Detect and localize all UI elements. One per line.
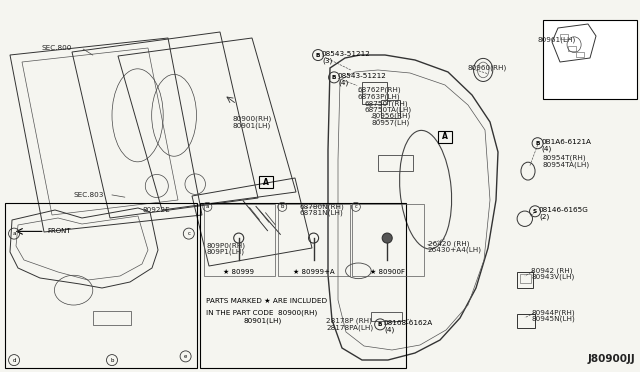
Text: A: A: [262, 178, 269, 187]
Text: 80901(LH): 80901(LH): [243, 317, 282, 324]
Text: 80961(LH): 80961(LH): [538, 37, 576, 44]
Text: 08543-51212: 08543-51212: [338, 73, 387, 79]
Text: 80954TA(LH): 80954TA(LH): [543, 161, 590, 168]
Text: A: A: [442, 132, 448, 141]
Bar: [200, 203, 406, 368]
Bar: [259, 176, 273, 188]
Text: B: B: [378, 322, 382, 327]
Bar: [520, 274, 531, 283]
Text: B: B: [332, 75, 336, 80]
Bar: [362, 82, 387, 104]
Text: 809P1(LH): 809P1(LH): [206, 249, 244, 256]
Text: 08543-51212: 08543-51212: [322, 51, 371, 57]
Text: B: B: [316, 52, 320, 58]
Text: 68750T(RH): 68750T(RH): [365, 100, 408, 107]
Text: c: c: [355, 204, 357, 209]
Text: 28178PA(LH): 28178PA(LH): [326, 324, 374, 331]
Text: (4): (4): [541, 145, 552, 152]
Bar: [560, 34, 568, 39]
Text: 68780N(RH): 68780N(RH): [300, 203, 344, 210]
Bar: [378, 155, 413, 171]
Text: 80900(RH): 80900(RH): [232, 115, 271, 122]
Text: 80901(LH): 80901(LH): [232, 122, 271, 129]
Circle shape: [382, 233, 392, 243]
Text: S: S: [533, 209, 537, 214]
Text: SEC.803: SEC.803: [74, 192, 104, 198]
Text: B: B: [536, 141, 540, 146]
Text: PARTS MARKED ★ ARE INCLUDED: PARTS MARKED ★ ARE INCLUDED: [206, 298, 327, 304]
Bar: [438, 131, 452, 143]
Text: d: d: [12, 357, 16, 363]
Bar: [5, 203, 197, 368]
Text: ★ 80999: ★ 80999: [223, 269, 254, 275]
Text: 68781N(LH): 68781N(LH): [300, 209, 343, 216]
Bar: [381, 100, 400, 118]
Text: 0B1A6-6121A: 0B1A6-6121A: [541, 139, 591, 145]
Bar: [93, 311, 131, 325]
Bar: [517, 272, 533, 288]
Bar: [278, 204, 350, 276]
Text: FRONT: FRONT: [47, 228, 71, 234]
Text: 809P0(RH): 809P0(RH): [206, 242, 245, 249]
Bar: [543, 20, 637, 99]
Text: IN THE PART CODE  80900(RH): IN THE PART CODE 80900(RH): [206, 309, 317, 316]
Text: 80960(RH): 80960(RH): [467, 64, 506, 71]
Text: 08168-6162A: 08168-6162A: [384, 320, 433, 326]
Text: 68750TA(LH): 68750TA(LH): [365, 106, 412, 113]
Text: b: b: [280, 204, 284, 209]
Text: a: a: [205, 204, 209, 209]
Text: (4): (4): [384, 327, 394, 333]
Text: 80943V(LH): 80943V(LH): [531, 274, 575, 280]
Text: (3): (3): [322, 57, 332, 64]
Text: 26430+A4(LH): 26430+A4(LH): [428, 247, 481, 253]
Text: ★ 80999+A: ★ 80999+A: [292, 269, 335, 275]
Bar: [204, 204, 275, 276]
Text: 80956(RH): 80956(RH): [371, 113, 410, 119]
Text: ★ 80900F: ★ 80900F: [370, 269, 404, 275]
Bar: [371, 312, 402, 321]
Text: b: b: [110, 357, 114, 363]
Text: 68763P(LH): 68763P(LH): [357, 93, 400, 100]
Text: 80957(LH): 80957(LH): [371, 119, 410, 126]
Text: 80942 (RH): 80942 (RH): [531, 267, 573, 274]
Text: 80922E: 80922E: [142, 207, 170, 213]
Text: (2): (2): [539, 214, 549, 220]
Bar: [576, 52, 584, 57]
Bar: [568, 46, 576, 51]
Text: 08146-6165G: 08146-6165G: [539, 207, 589, 213]
Text: e: e: [184, 354, 188, 359]
Text: 80944P(RH): 80944P(RH): [531, 309, 575, 316]
Bar: [352, 204, 424, 276]
Bar: [517, 314, 535, 328]
Text: J80900JJ: J80900JJ: [587, 354, 635, 364]
Text: c: c: [188, 231, 190, 236]
Text: SEC.800: SEC.800: [42, 45, 72, 51]
Text: 28178P (RH): 28178P (RH): [326, 318, 372, 324]
Text: 80954T(RH): 80954T(RH): [543, 155, 586, 161]
Text: (4): (4): [338, 80, 348, 86]
Text: a: a: [12, 231, 16, 236]
Text: 80945N(LH): 80945N(LH): [531, 315, 575, 322]
Text: 26420 (RH): 26420 (RH): [428, 240, 469, 247]
Text: 68762P(RH): 68762P(RH): [357, 87, 401, 93]
